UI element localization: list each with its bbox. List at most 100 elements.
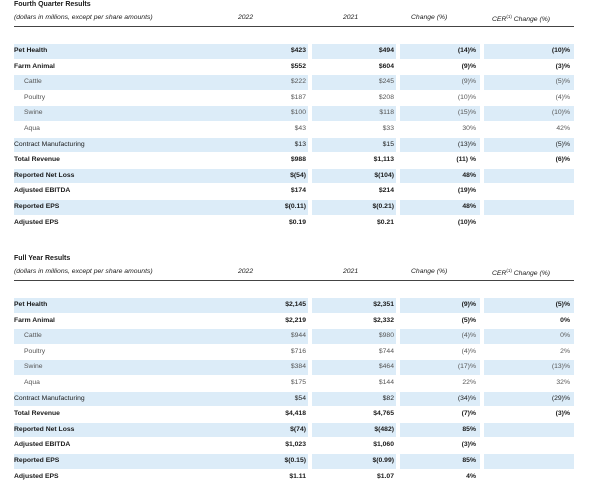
row-label: Contract Manufacturing: [14, 137, 228, 153]
cell-cer-change: (10)%: [484, 106, 574, 121]
cell-cer-change: [484, 184, 574, 199]
col-header-cer-change: CER(1) Change (%): [492, 14, 550, 23]
table-body: Pet Health $423 $494 (14)% (10)% Farm Animal $…: [14, 44, 574, 232]
cell-cer-change: 42%: [556, 124, 570, 132]
cell-change: (7)%: [461, 410, 476, 418]
cell-change: (4)%: [400, 329, 480, 344]
cell-2022: $222: [228, 75, 308, 90]
cell-change: (15)%: [400, 106, 480, 121]
cell-2021: $214: [378, 187, 394, 195]
row-label: Adjusted EBITDA: [14, 187, 71, 195]
row-label: Reported EPS: [14, 453, 228, 469]
cell-change: (14)%: [400, 44, 480, 59]
table-row: Adjusted EPS $0.19 $0.21 (10)%: [14, 216, 574, 232]
cell-2021: $15: [312, 137, 396, 153]
table-row: Contract Manufacturing $54 $82 (34)% (29)%: [14, 391, 574, 408]
col-header-2021: 2021: [343, 268, 359, 275]
cell-cer-change: (3)%: [555, 410, 570, 418]
section-title: Fourth Quarter Results: [14, 1, 91, 8]
q4-results-section: Fourth Quarter Results (dollars in milli…: [14, 0, 574, 232]
cell-cer-change: [484, 168, 574, 184]
cell-2022: $13: [228, 137, 308, 153]
cell-2021: $118: [312, 106, 396, 121]
cell-change: 30%: [462, 124, 476, 132]
section-title: Full Year Results: [14, 255, 71, 262]
table-row: Total Revenue $4,418 $4,765 (7)% (3)%: [14, 407, 574, 423]
cell-2022: $423: [228, 44, 308, 59]
units-note: (dollars in millions, except per share a…: [14, 14, 153, 21]
cell-cer-change: [484, 422, 574, 438]
cell-2022: $43: [294, 124, 306, 132]
cell-cer-change: [484, 438, 574, 453]
footnote-marker: (1): [506, 268, 512, 273]
table-row: Reported EPS $(0.15) $(0.99) 85%: [14, 453, 574, 470]
table-row: Poultry $716 $744 (4)% 2%: [14, 345, 574, 361]
table-row: Total Revenue $988 $1,113 (11) % (6)%: [14, 153, 574, 169]
cell-2022: $0.19: [288, 218, 306, 226]
cell-2021: $245: [312, 75, 396, 90]
table-row: Swine $384 $464 (17)% (13)%: [14, 360, 574, 376]
cell-change: (10)%: [457, 218, 476, 226]
cell-2021: $(0.99): [312, 453, 396, 469]
row-label: Total Revenue: [14, 156, 60, 164]
cell-change: 48%: [400, 199, 480, 215]
cell-change: 85%: [400, 422, 480, 438]
cell-cer-change: (29)%: [484, 391, 574, 407]
cell-change: (3)%: [461, 441, 476, 449]
cell-change: (34)%: [400, 391, 480, 407]
row-label: Aqua: [24, 124, 40, 132]
cell-change: (9)%: [400, 298, 480, 313]
cell-2022: $54: [228, 391, 308, 407]
cell-change: 22%: [462, 378, 476, 386]
row-label: Aqua: [24, 378, 40, 386]
cell-change: 48%: [400, 168, 480, 184]
table-body: Pet Health $2,145 $2,351 (9)% (5)% Farm Anima…: [14, 298, 574, 485]
cell-2021: $82: [312, 391, 396, 407]
row-label: Total Revenue: [14, 410, 60, 418]
table-row: Farm Animal $552 $604 (9)% (3)%: [14, 60, 574, 76]
cell-2021: $1,060: [373, 441, 394, 449]
cell-2022: $1,023: [285, 441, 306, 449]
cell-change: (9)%: [400, 75, 480, 90]
cell-change: (19)%: [457, 187, 476, 195]
cell-change: (9)%: [461, 62, 476, 70]
row-label: Farm Animal: [14, 316, 55, 324]
cell-2022: $2,219: [285, 316, 306, 324]
cell-2021: $1.07: [376, 472, 394, 480]
table-row: Aqua $175 $144 22% 32%: [14, 376, 574, 392]
cell-change: (4)%: [461, 347, 476, 355]
row-label: Poultry: [24, 347, 46, 355]
cell-2022: $552: [290, 62, 306, 70]
cer-prefix: CER: [492, 16, 507, 23]
cell-change: (11) %: [456, 156, 476, 164]
row-label: Adjusted EPS: [14, 472, 59, 480]
row-label: Reported EPS: [14, 199, 228, 215]
cell-change: (17)%: [400, 360, 480, 375]
cell-2022: $175: [290, 378, 306, 386]
cell-2022: $716: [290, 347, 306, 355]
cell-cer-change: 0%: [484, 329, 574, 344]
cell-2021: $604: [378, 62, 394, 70]
table-row: Reported Net Loss $(54) $(104) 48%: [14, 168, 574, 185]
table-row: Adjusted EBITDA $174 $214 (19)%: [14, 184, 574, 200]
row-label: Reported Net Loss: [14, 168, 228, 184]
cell-cer-change: (13)%: [484, 360, 574, 375]
cell-cer-change: (5)%: [484, 75, 574, 90]
col-header-change: Change (%): [411, 14, 448, 21]
cell-2021: $(0.21): [312, 199, 396, 215]
row-label: Poultry: [24, 93, 46, 101]
cell-change: (10)%: [457, 93, 476, 101]
cer-prefix: CER: [492, 270, 507, 277]
row-label: Swine: [14, 360, 228, 375]
table-row: Poultry $187 $208 (10)% (4)%: [14, 91, 574, 107]
table-row: Adjusted EPS $1.11 $1.07 4%: [14, 470, 574, 485]
cell-2022: $4,418: [285, 410, 306, 418]
row-label: Cattle: [14, 329, 228, 344]
cell-2021: $464: [312, 360, 396, 375]
row-label: Pet Health: [14, 44, 228, 59]
row-label: Adjusted EBITDA: [14, 441, 71, 449]
cell-cer-change: 2%: [560, 347, 570, 355]
fy-results-section: Full Year Results (dollars in millions, …: [14, 254, 574, 485]
col-header-2021: 2021: [343, 14, 359, 21]
table-header: (dollars in millions, except per share a…: [14, 264, 574, 281]
